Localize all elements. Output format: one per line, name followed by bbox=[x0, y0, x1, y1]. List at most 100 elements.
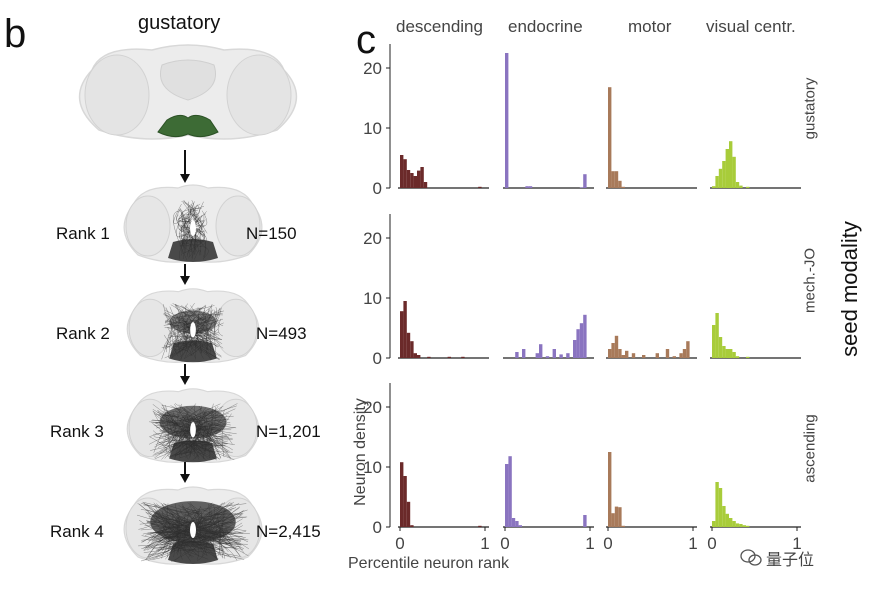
histogram-bar bbox=[417, 355, 421, 358]
down-arrow bbox=[178, 264, 192, 291]
histogram-bar bbox=[566, 353, 570, 358]
histogram-bar bbox=[478, 525, 482, 527]
histogram-bar bbox=[403, 476, 407, 527]
rank-3-count: N=1,201 bbox=[256, 422, 321, 441]
rank-2-brain-image bbox=[118, 284, 268, 368]
histogram-bar bbox=[718, 488, 723, 527]
histogram-bar bbox=[608, 349, 612, 358]
histogram-bar bbox=[515, 521, 519, 527]
histogram-bar bbox=[732, 352, 736, 358]
histogram-bar bbox=[406, 332, 411, 358]
histogram-bar bbox=[735, 356, 740, 358]
histogram-bar bbox=[579, 187, 584, 188]
col-title-descending: descending bbox=[396, 17, 483, 36]
histogram-bar bbox=[552, 349, 556, 358]
histogram-bar bbox=[725, 149, 729, 188]
histogram-bar bbox=[712, 521, 716, 527]
histogram-bar bbox=[735, 182, 740, 188]
x-axis-title: Percentile neuron rank bbox=[348, 555, 509, 572]
x-tick-label: 0 bbox=[395, 534, 404, 553]
rank-1-count: N=150 bbox=[246, 224, 297, 243]
panel-b-letter: b bbox=[4, 12, 27, 56]
x-tick-label: 0 bbox=[500, 534, 509, 553]
histogram-bar bbox=[665, 349, 670, 358]
col-title-visual: visual centr. bbox=[706, 17, 796, 36]
histogram-bar bbox=[715, 482, 719, 527]
histogram-bar bbox=[525, 186, 529, 188]
histogram-bar bbox=[682, 349, 687, 358]
histogram-bar bbox=[618, 180, 622, 188]
histogram-bar bbox=[746, 525, 750, 527]
x-tick-label: 1 bbox=[480, 534, 489, 553]
histogram-bar bbox=[406, 501, 411, 527]
histogram-bar bbox=[614, 171, 619, 188]
rank-1-row: Rank 1 N=150 bbox=[0, 180, 340, 270]
histogram-bar bbox=[722, 506, 726, 527]
histogram-bar bbox=[611, 343, 615, 358]
rank-2-row: Rank 2 N=493 bbox=[0, 284, 340, 374]
rank-3-label: Rank 3 bbox=[50, 422, 104, 441]
histogram-bar bbox=[625, 350, 629, 358]
histogram-bar bbox=[732, 521, 736, 527]
wechat-icon bbox=[740, 549, 762, 567]
y-tick-label: 20 bbox=[363, 229, 382, 248]
histogram-bar bbox=[505, 464, 509, 527]
histogram-bar bbox=[611, 513, 615, 527]
x-tick-label: 1 bbox=[585, 534, 594, 553]
y-tick-label: 10 bbox=[363, 458, 382, 477]
histogram-bar bbox=[400, 155, 404, 188]
y-tick-label: 10 bbox=[363, 119, 382, 138]
down-arrow bbox=[178, 462, 192, 489]
histogram-bar bbox=[718, 337, 723, 358]
histogram-bar bbox=[712, 325, 716, 358]
rank-4-label: Rank 4 bbox=[50, 522, 104, 541]
histogram-bar bbox=[511, 518, 516, 527]
histogram-bar bbox=[618, 349, 622, 358]
histogram-bar bbox=[410, 173, 414, 188]
histogram-bar bbox=[621, 186, 625, 188]
histogram-bar bbox=[621, 525, 625, 527]
rank-4-row: Rank 4 N=2,415 bbox=[0, 482, 340, 574]
histogram-bar bbox=[715, 313, 719, 358]
histogram-bar bbox=[742, 525, 746, 527]
histogram-bar bbox=[583, 174, 587, 188]
histogram-bar bbox=[400, 311, 404, 358]
histogram-bar bbox=[413, 176, 417, 188]
histogram-bar bbox=[679, 353, 683, 358]
y-tick-label: 0 bbox=[373, 179, 382, 198]
rank-3-row: Rank 3 N=1,201 bbox=[0, 384, 340, 474]
histogram-bar bbox=[715, 176, 719, 188]
histogram-bar bbox=[608, 452, 612, 527]
col-title-motor: motor bbox=[628, 17, 672, 36]
histogram-bar bbox=[686, 341, 690, 358]
histogram-bar bbox=[729, 518, 733, 527]
histogram-bar bbox=[535, 353, 539, 358]
y-tick-label: 20 bbox=[363, 398, 382, 417]
histogram-bar bbox=[735, 523, 740, 527]
histogram-bar bbox=[739, 524, 743, 527]
histogram-bar bbox=[655, 353, 659, 358]
histogram-bar bbox=[545, 356, 550, 358]
seed-brain-image bbox=[72, 40, 304, 150]
histogram-bar bbox=[505, 53, 509, 188]
rank-2-label: Rank 2 bbox=[56, 324, 110, 343]
rank-4-brain-image bbox=[118, 482, 268, 570]
histogram-bar bbox=[522, 349, 526, 358]
histogram-bar bbox=[573, 340, 577, 358]
histogram-bar bbox=[608, 87, 612, 188]
watermark-text: 量子位 bbox=[766, 552, 815, 569]
histogram-bar bbox=[410, 525, 414, 527]
histogram-bar bbox=[400, 462, 404, 527]
histogram-bar bbox=[413, 353, 417, 358]
histogram-bar bbox=[712, 186, 716, 188]
gustatory-title: gustatory bbox=[138, 12, 221, 34]
histogram-bar bbox=[508, 456, 512, 527]
histogram-bar bbox=[722, 346, 726, 358]
histogram-bar bbox=[746, 186, 750, 188]
histogram-bar bbox=[539, 344, 543, 358]
histogram-bar bbox=[559, 354, 563, 358]
histogram-bar bbox=[614, 335, 619, 358]
y-tick-label: 10 bbox=[363, 289, 382, 308]
histogram-bar bbox=[746, 356, 750, 358]
